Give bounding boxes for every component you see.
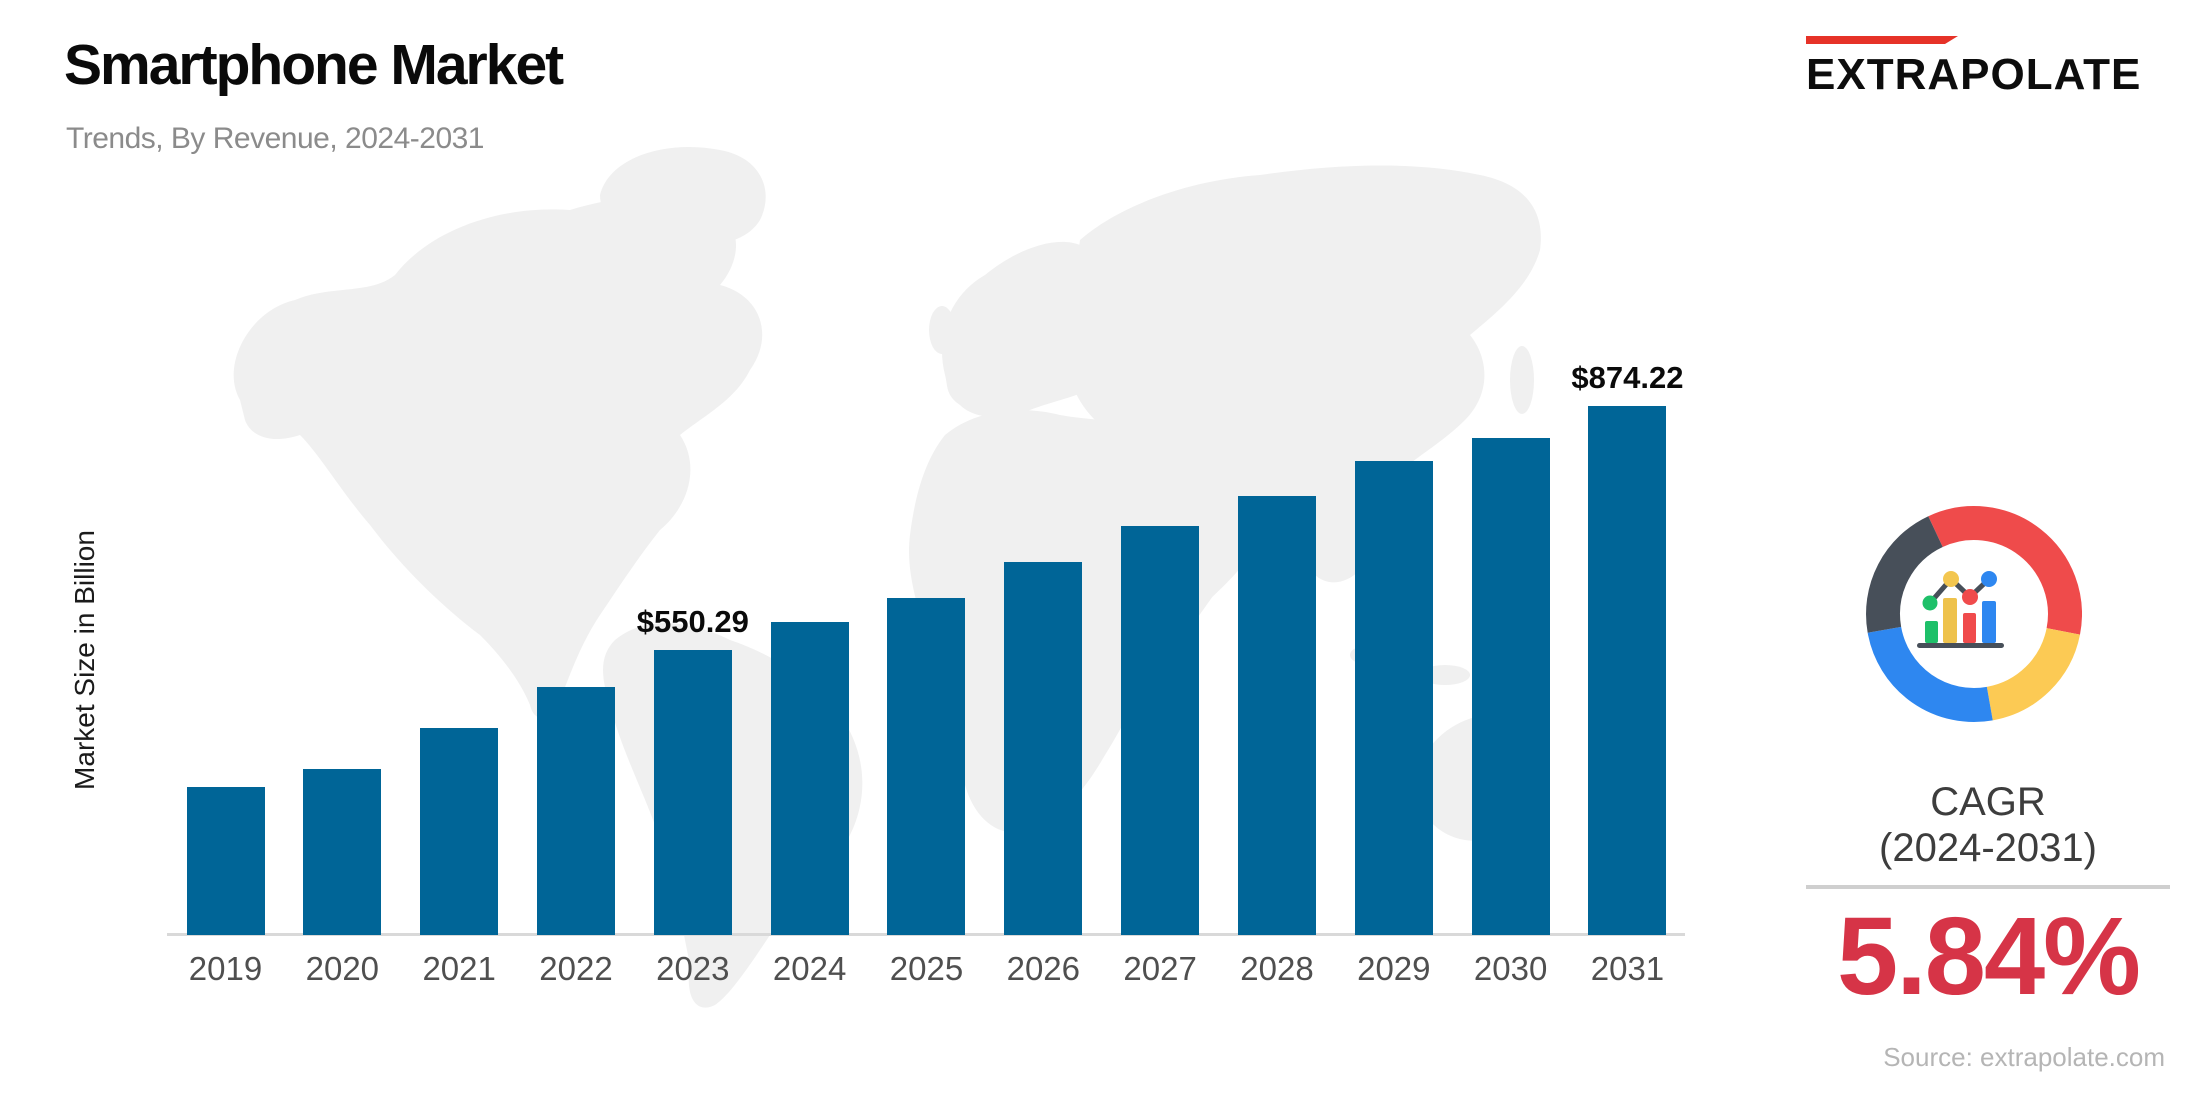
- bar-2023: [653, 650, 732, 935]
- bar-2028: [1237, 496, 1316, 935]
- cagr-period: (2024-2031): [1879, 826, 2097, 870]
- page-title: Smartphone Market: [64, 33, 564, 97]
- donut-segment-blue: [1867, 626, 1993, 722]
- bar-2024: [770, 622, 849, 935]
- x-tick-label-2019: 2019: [188, 950, 263, 987]
- bar-2020: [303, 769, 382, 935]
- bar-2029: [1354, 461, 1433, 935]
- x-tick-label-2022: 2022: [539, 950, 613, 987]
- map-greenland: [600, 147, 766, 245]
- cagr-value: 5.84%: [1837, 895, 2141, 1018]
- source-credit: Source: extrapolate.com: [1883, 1042, 2165, 1072]
- donut-segment-slate: [1866, 516, 1944, 633]
- bar-2030: [1471, 438, 1550, 935]
- x-tick-label-2020: 2020: [305, 950, 380, 987]
- cagr-divider: [1806, 885, 2170, 889]
- x-tick-label-2023: 2023: [656, 950, 730, 987]
- bar-value-label-2031: $874.22: [1571, 360, 1684, 395]
- bar-2031: [1588, 406, 1667, 935]
- map-asia: [1067, 165, 1541, 643]
- logo-text: EXTRAPOLATE: [1806, 50, 2142, 99]
- donut-chart-icon: [1866, 506, 2082, 722]
- bar-2019: [186, 787, 265, 935]
- bar-2025: [887, 598, 966, 935]
- bar-2022: [536, 687, 615, 935]
- donut-segment-red: [1928, 506, 2082, 635]
- map-japan: [1510, 346, 1534, 414]
- bar-2021: [420, 728, 499, 935]
- brand-logo: EXTRAPOLATE: [1806, 36, 2166, 100]
- x-tick-label-2028: 2028: [1240, 950, 1314, 987]
- map-north-america: [233, 195, 763, 718]
- world-map-background-icon: [233, 147, 1545, 1008]
- cagr-panel: CAGR (2024-2031) 5.84%: [1800, 779, 2176, 1020]
- x-tick-label-2021: 2021: [422, 950, 496, 987]
- x-tick-label-2030: 2030: [1473, 950, 1548, 987]
- x-tick-label-2027: 2027: [1123, 950, 1197, 987]
- x-tick-label-2025: 2025: [889, 950, 964, 987]
- page-subtitle: Trends, By Revenue, 2024-2031: [66, 122, 485, 155]
- bar-value-label-2023: $550.29: [636, 604, 749, 639]
- y-axis-label: Market Size in Billion: [69, 530, 100, 790]
- cagr-label: CAGR: [1930, 780, 2046, 824]
- donut-segment-yellow: [1986, 627, 2080, 721]
- bar-2026: [1004, 562, 1083, 935]
- x-tick-label-2024: 2024: [772, 950, 847, 987]
- x-tick-label-2026: 2026: [1006, 950, 1081, 987]
- bar-2027: [1121, 526, 1200, 935]
- x-tick-label-2031: 2031: [1590, 950, 1665, 987]
- logo-red-bar-icon: [1806, 36, 1958, 44]
- x-tick-label-2029: 2029: [1357, 950, 1431, 987]
- mini-bar-chart-icon: [1917, 571, 2004, 648]
